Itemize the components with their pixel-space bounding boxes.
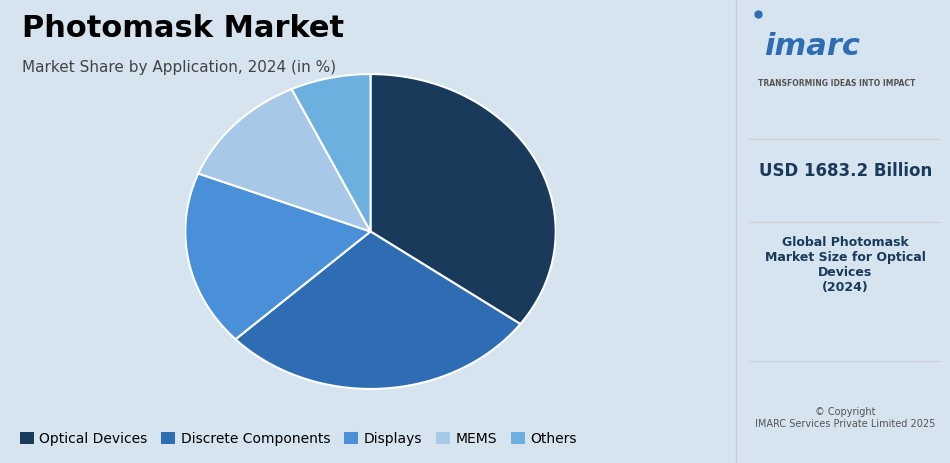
Text: TRANSFORMING IDEAS INTO IMPACT: TRANSFORMING IDEAS INTO IMPACT xyxy=(758,79,915,88)
Text: Market Share by Application, 2024 (in %): Market Share by Application, 2024 (in %) xyxy=(22,60,336,75)
Polygon shape xyxy=(236,232,521,389)
Polygon shape xyxy=(292,74,370,232)
Text: Global Photomask
Market Size for Optical
Devices
(2024): Global Photomask Market Size for Optical… xyxy=(765,236,925,294)
Polygon shape xyxy=(370,74,556,324)
Text: USD 1683.2 Billion: USD 1683.2 Billion xyxy=(759,162,933,180)
Text: © Copyright
IMARC Services Private Limited 2025: © Copyright IMARC Services Private Limit… xyxy=(755,407,936,429)
Legend: Optical Devices, Discrete Components, Displays, MEMS, Others: Optical Devices, Discrete Components, Di… xyxy=(14,426,582,451)
Text: Photomask Market: Photomask Market xyxy=(22,14,344,43)
Polygon shape xyxy=(185,174,370,339)
Polygon shape xyxy=(199,89,370,232)
Text: imarc: imarc xyxy=(764,32,861,62)
